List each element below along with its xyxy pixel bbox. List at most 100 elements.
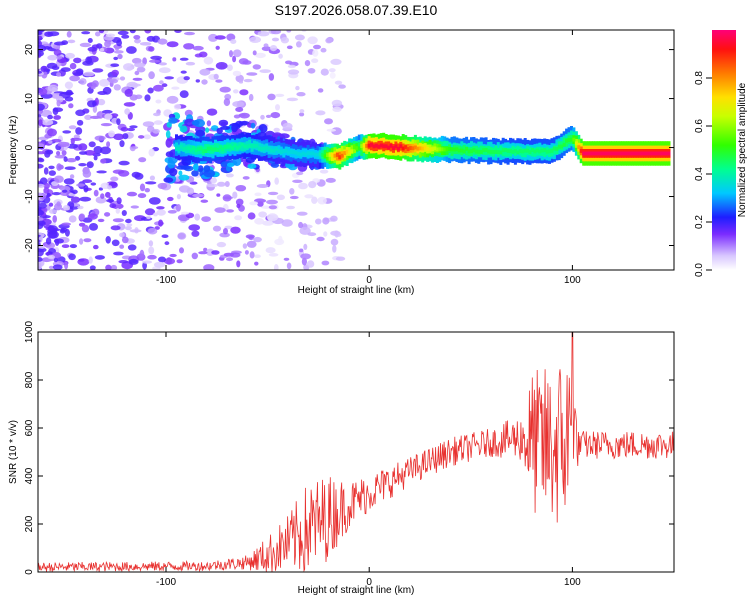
heatmap-speckle [69, 174, 75, 179]
heatmap-speckle [166, 41, 179, 48]
heatmap-speckle [38, 257, 43, 262]
heatmap-speckle [306, 260, 315, 268]
heatmap-ridge-cell [392, 146, 395, 150]
heatmap-speckle [258, 211, 267, 218]
heatmap-ridge-cell [465, 147, 469, 151]
heatmap-speckle [139, 183, 146, 192]
heatmap-speckle [233, 89, 239, 94]
heatmap-speckle [180, 70, 187, 74]
heatmap-ridge-cell [552, 146, 556, 151]
heatmap-ridge-cell [479, 150, 483, 154]
heatmap-speckle [79, 151, 88, 155]
heatmap-speckle [179, 247, 184, 254]
heatmap-speckle [185, 61, 196, 66]
heatmap-ridge-cell [443, 147, 447, 152]
heatmap-ridge-cell [538, 149, 542, 154]
heatmap-speckle [137, 193, 147, 199]
heatmap-ridge-cell [323, 149, 327, 159]
heatmap-speckle [219, 232, 230, 238]
spectrogram-y-label: Frequency (Hz) [8, 116, 19, 185]
heatmap-speckle [157, 38, 168, 45]
heatmap-ridge-cell [506, 148, 510, 153]
heatmap-speckle [69, 62, 77, 70]
heatmap-speckle [79, 42, 92, 48]
heatmap-speckle [275, 104, 280, 111]
heatmap-speckle [147, 87, 154, 94]
heatmap-speckle [158, 67, 171, 74]
heatmap-speckle [87, 100, 97, 108]
heatmap-ridge-cell [382, 144, 386, 149]
x-tick-label: -100 [156, 275, 176, 286]
heatmap-speckle [146, 35, 156, 42]
heatmap-speckle [326, 128, 336, 132]
heatmap-speckle [81, 224, 90, 233]
heatmap-speckle [299, 248, 304, 253]
heatmap-speckle [274, 264, 279, 270]
heatmap-ridge-cell [499, 150, 503, 155]
heatmap-ridge-cell [548, 149, 551, 154]
heatmap-speckle [157, 182, 168, 190]
heatmap-speckle [48, 209, 57, 214]
heatmap-speckle [317, 88, 324, 93]
heatmap-speckle [87, 38, 93, 43]
heatmap-speckle [161, 234, 169, 238]
heatmap-speckle [96, 111, 105, 119]
heatmap-ridge-cell [348, 150, 352, 155]
heatmap-ridge-cell [238, 144, 242, 149]
heatmap-speckle [54, 203, 62, 211]
heatmap-speckle [236, 203, 241, 209]
heatmap-speckle [110, 113, 119, 118]
heatmap-ridge-cell [387, 145, 391, 150]
heatmap-speckle [180, 211, 189, 215]
heatmap-speckle [296, 211, 308, 216]
heatmap-ridge-cell [199, 146, 203, 151]
heatmap-ridge-cell [235, 145, 239, 150]
heatmap-ridge-cell [226, 144, 230, 149]
heatmap-speckle [260, 114, 265, 120]
heatmap-speckle [155, 99, 162, 104]
heatmap-speckle [194, 213, 201, 221]
heatmap-speckle [285, 60, 293, 65]
heatmap-speckle [38, 151, 46, 155]
heatmap-ridge-cell [455, 147, 459, 152]
snr-series-line [38, 332, 674, 572]
heatmap-speckle [69, 244, 77, 249]
heatmap-speckle [143, 134, 151, 140]
heatmap-speckle [164, 76, 174, 80]
snr-y-ticks: 0 200 400 600 800 1000 [24, 320, 674, 575]
heatmap-speckle [201, 216, 212, 223]
heatmap-speckle [136, 66, 146, 73]
heatmap-speckle [53, 257, 58, 263]
heatmap-speckle [266, 213, 279, 222]
heatmap-ridge-cell [396, 146, 400, 151]
heatmap-ridge-cell [660, 151, 664, 156]
heatmap-blob [220, 161, 229, 168]
heatmap-speckle [247, 212, 256, 220]
heatmap-ridge-cell [333, 153, 337, 158]
heatmap-speckle [119, 232, 125, 238]
heatmap-speckle [175, 204, 181, 212]
heatmap-ridge-cell [304, 152, 308, 157]
heatmap-speckle [149, 175, 155, 181]
heatmap-speckle [230, 226, 241, 234]
heatmap-ridge-cell [545, 149, 549, 154]
heatmap-speckle [45, 237, 52, 245]
heatmap-speckle [38, 261, 43, 270]
heatmap-speckle [156, 206, 165, 210]
snr-y-label: SNR (10 * v/v) [8, 420, 19, 484]
heatmap-speckle [54, 175, 64, 183]
heatmap-speckle [98, 30, 105, 34]
heatmap-speckle [210, 177, 218, 184]
heatmap-speckle [226, 209, 235, 213]
heatmap-speckle [203, 56, 214, 65]
heatmap-ridge-cell [338, 155, 342, 160]
heatmap-speckle [280, 37, 289, 44]
heatmap-speckle [186, 187, 195, 195]
heatmap-ridge-cell [626, 151, 630, 156]
heatmap-speckle [87, 213, 98, 220]
heatmap-speckle [38, 70, 43, 74]
heatmap-speckle [301, 257, 307, 266]
heatmap-speckle [56, 99, 61, 107]
x-tick-label: 100 [564, 577, 581, 588]
heatmap-speckle [184, 31, 195, 36]
